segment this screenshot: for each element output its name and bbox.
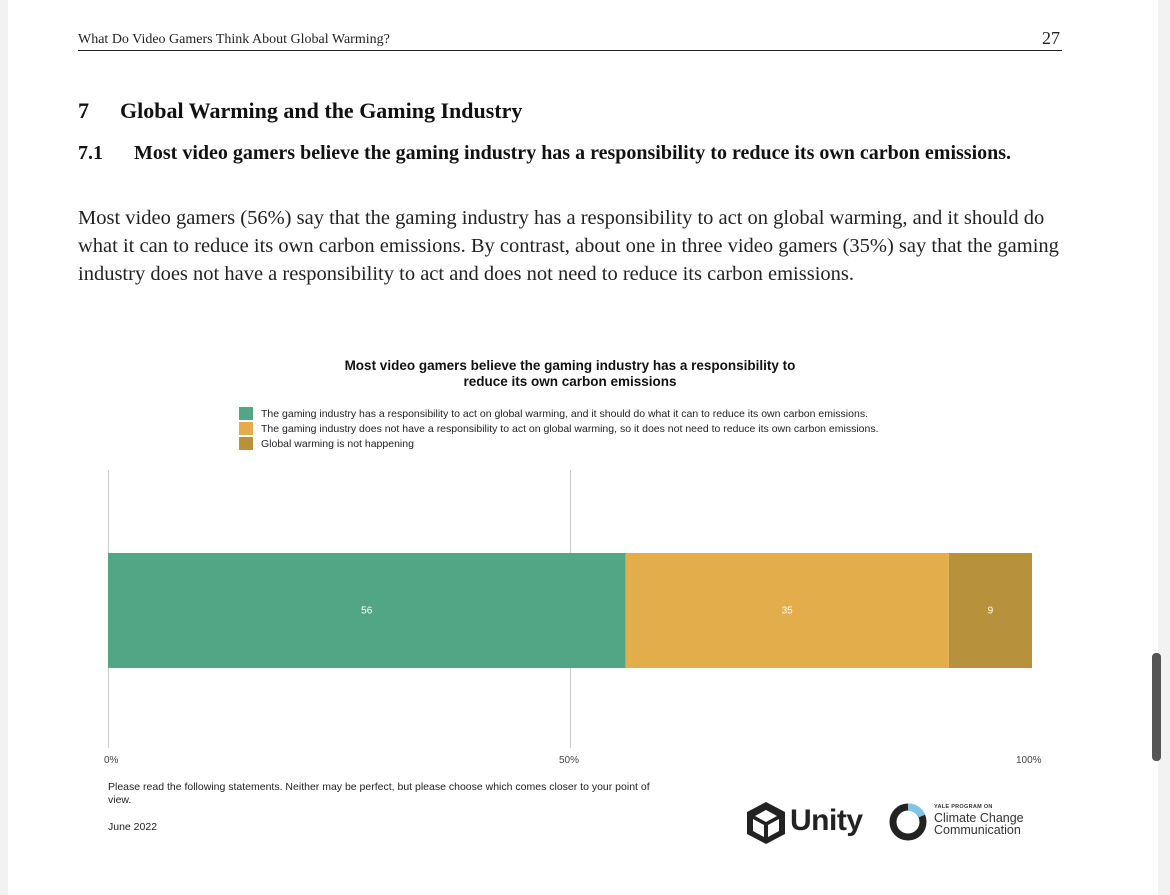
scrollbar-thumb[interactable] — [1152, 653, 1161, 761]
ycc-line1: Climate Change — [934, 811, 1024, 825]
ycc-name: Climate Change Communication — [934, 811, 1024, 837]
x-tick-label: 50% — [559, 755, 580, 766]
section-title: Global Warming and the Gaming Industry — [120, 98, 523, 123]
chart-date: June 2022 — [108, 821, 158, 833]
bar-data-label: 9 — [988, 606, 994, 617]
running-header: What Do Video Gamers Think About Global … — [78, 28, 1062, 51]
chart-title-line1: Most video gamers believe the gaming ind… — [344, 358, 796, 373]
bar-segment — [108, 553, 626, 668]
subsection-number: 7.1 — [78, 142, 103, 164]
ycc-program-text: YALE PROGRAM ON — [934, 804, 993, 810]
section-number: 7 — [78, 98, 89, 123]
chart-note: Please read the following statements. Ne… — [108, 781, 650, 806]
ycc-logo-icon — [889, 803, 927, 841]
legend-label-responsibility: The gaming industry has a responsibility… — [261, 407, 868, 420]
body-paragraph: Most video gamers (56%) say that the gam… — [78, 207, 1059, 285]
legend-swatch-not-happening — [239, 437, 253, 450]
legend-swatch-responsibility — [239, 407, 253, 420]
legend-swatch-no-responsibility — [239, 422, 253, 435]
unity-logo-text: Unity — [790, 804, 863, 837]
running-title: What Do Video Gamers Think About Global … — [78, 32, 390, 47]
chart-title-line2: reduce its own carbon emissions — [463, 374, 677, 389]
legend-label-not-happening: Global warming is not happening — [261, 437, 414, 450]
bar-data-label: 35 — [782, 606, 794, 617]
x-tick-label: 100% — [1016, 755, 1042, 766]
ycc-line2: Communication — [934, 823, 1021, 837]
page: What Do Video Gamers Think About Global … — [8, 0, 1158, 895]
subsection-title: Most video gamers believe the gaming ind… — [134, 142, 1012, 164]
bar-data-label: 56 — [361, 606, 373, 617]
chart-title: Most video gamers believe the gaming ind… — [270, 358, 870, 390]
chart-plot-area: 56 35 9 — [108, 470, 1032, 748]
section-heading: 7 Global Warming and the Gaming Industry — [78, 98, 522, 124]
logos: Unity YALE PROGRAM ON Climate Change Com… — [744, 798, 1044, 846]
legend-item: Global warming is not happening — [239, 436, 879, 451]
legend-item: The gaming industry does not have a resp… — [239, 421, 879, 436]
page-number: 27 — [1042, 28, 1060, 48]
subsection-heading: 7.1 Most video gamers believe the gaming… — [78, 140, 1058, 167]
legend-item: The gaming industry has a responsibility… — [239, 406, 879, 421]
legend-label-no-responsibility: The gaming industry does not have a resp… — [261, 422, 879, 435]
x-tick-label: 0% — [104, 755, 119, 766]
chart-legend: The gaming industry has a responsibility… — [239, 406, 879, 451]
bar-segment — [625, 553, 949, 668]
bar-segment — [948, 553, 1032, 668]
unity-cube-icon — [747, 802, 785, 844]
